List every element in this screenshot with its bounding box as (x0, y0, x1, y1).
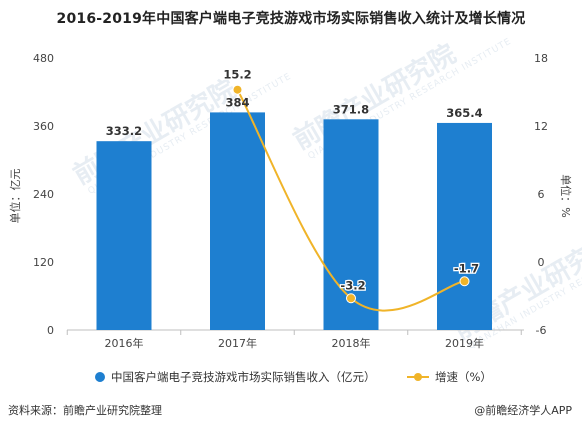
bar-value-label: 371.8 (333, 102, 369, 116)
growth-value-label: -3.2 (340, 278, 365, 292)
growth-point (346, 293, 356, 304)
y-tick-label: 120 (33, 256, 54, 269)
x-tick-label: 2017年 (218, 336, 257, 350)
y-tick-label: 240 (33, 188, 54, 201)
data-labels: 333.2 384 371.8 365.4 15.2 -3.2 -1.7 (106, 66, 483, 293)
y2-tick-label: -6 (536, 324, 547, 337)
growth-point (232, 84, 243, 95)
growth-value-label: -1.7 (454, 261, 479, 275)
bar-series (96, 112, 492, 331)
growth-line (236, 89, 465, 312)
y2-tick-label: 0 (538, 256, 545, 269)
bar-value-label: 333.2 (106, 124, 142, 138)
x-tick-label: 2019年 (445, 336, 484, 350)
y-tick-label: 360 (33, 120, 54, 133)
y-tick-label: 0 (47, 324, 54, 337)
y-axis-title: 单位：亿元 (8, 169, 22, 224)
legend-label-revenue: 中国客户端电子竞技游戏市场实际销售收入（亿元） (111, 370, 376, 384)
bar (96, 141, 152, 330)
bar (210, 112, 265, 331)
growth-point (459, 276, 470, 287)
x-tick-label: 2018年 (332, 336, 371, 350)
legend-line-swatch (407, 372, 429, 382)
y2-tick-label: 18 (534, 52, 548, 65)
y-tick-label: 480 (33, 52, 54, 65)
legend-label-growth: 增速（%） (435, 370, 492, 384)
bar-value-label: 365.4 (446, 106, 482, 120)
source-note: 资料来源：前瞻产业研究院整理 (8, 404, 162, 417)
legend-bar-swatch (95, 372, 105, 382)
growth-value-label: 15.2 (223, 68, 251, 82)
legend-item-revenue: 中国客户端电子竞技游戏市场实际销售收入（亿元） (95, 369, 376, 385)
line-series (232, 84, 470, 312)
x-tick-label: 2016年 (105, 336, 144, 350)
chart-axes: 0 120 240 360 480 -6 0 6 12 18 2016年 2017年 2018年 2019… (8, 52, 573, 350)
y2-tick-label: 6 (538, 188, 545, 201)
y2-axis-title: 单位：% (559, 174, 573, 217)
legend-item-growth: 增速（%） (407, 369, 492, 385)
chart-legend: 中国客户端电子竞技游戏市场实际销售收入（亿元） 增速（%） (0, 367, 582, 387)
credit-note: @前瞻经济学人APP (474, 404, 572, 417)
chart-title: 2016-2019年中国客户端电子竞技游戏市场实际销售收入统计及增长情况 (56, 11, 526, 27)
bar-value-label: 384 (225, 95, 249, 109)
bar (437, 122, 492, 330)
y2-tick-label: 12 (534, 120, 548, 133)
